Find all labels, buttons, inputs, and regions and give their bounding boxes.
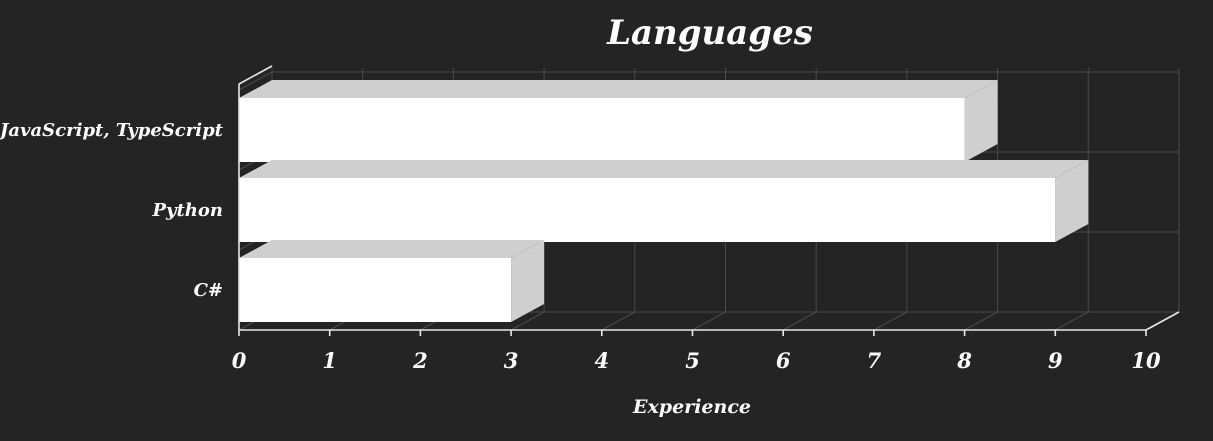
- floor-line-6: [782, 311, 817, 331]
- floor-line-9: [1055, 311, 1089, 331]
- x-tick-labels: 0 1 2 3 4 5 6 7 8 9 10: [232, 348, 1161, 373]
- x-tick-label-2: 2: [412, 348, 428, 373]
- floor-line-8: [964, 311, 998, 331]
- bar-top-face: [239, 160, 1089, 178]
- x-tick-label-7: 7: [867, 348, 882, 373]
- bar-side-face: [1055, 160, 1089, 242]
- x-tick-label-9: 9: [1048, 348, 1063, 373]
- floor-line-4: [601, 311, 636, 331]
- bars: [239, 80, 1089, 322]
- bar-1: [239, 160, 1089, 242]
- x-axis-title: Experience: [632, 396, 751, 418]
- category-label: Python: [152, 200, 224, 221]
- floor-line-3: [510, 311, 545, 331]
- bar-front-face: [239, 178, 1056, 242]
- axes: [238, 65, 1180, 336]
- floor-line-7: [873, 311, 908, 331]
- floor-line-5: [692, 311, 726, 331]
- x-tick-label-1: 1: [322, 348, 337, 373]
- bar-top-face: [239, 80, 998, 98]
- left-wall-line-0: [238, 71, 273, 91]
- x-tick-label-6: 6: [776, 348, 791, 373]
- bar-side-face: [511, 240, 545, 322]
- bar-side-face: [964, 80, 998, 162]
- x-tick-label-0: 0: [232, 348, 247, 373]
- bar-top-face: [239, 240, 545, 258]
- x-tick-label-5: 5: [685, 348, 700, 373]
- x-tick-label-8: 8: [956, 348, 972, 373]
- bar-front-face: [239, 98, 965, 162]
- bar-0: [239, 80, 998, 162]
- category-label: C#: [194, 280, 223, 301]
- bar-front-face: [239, 258, 512, 322]
- x-tick-label-10: 10: [1131, 348, 1161, 373]
- y-category-labels: JavaScript, TypeScript Python C#: [0, 120, 224, 301]
- right-floor-edge: [1145, 311, 1180, 331]
- x-tick-label-3: 3: [504, 348, 519, 373]
- chart-title: Languages: [606, 13, 813, 53]
- bar-2: [239, 240, 545, 322]
- category-label: JavaScript, TypeScript: [0, 120, 224, 141]
- top-edge-line: [238, 65, 273, 85]
- x-tick-label-4: 4: [594, 348, 609, 373]
